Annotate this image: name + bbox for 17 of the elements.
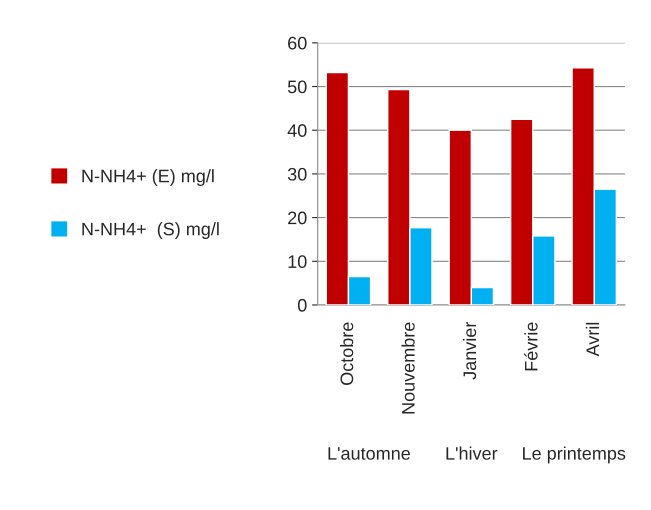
y-tick-label: 60 (288, 36, 307, 50)
text: L'hiver (446, 446, 498, 460)
y-tick-label: 20 (288, 212, 307, 224)
text: Le printemps (523, 446, 626, 464)
y-tick-label: 40 (288, 124, 307, 137)
x-tick-label: Octobre (340, 322, 354, 386)
legend-label: N-NH4+ (E) mg/l (82, 169, 214, 186)
y-tick-label: 10 (288, 255, 307, 268)
text: L'automne (328, 447, 410, 460)
y-tick-label: 0 (298, 298, 307, 312)
x-tick-label: Janvier (462, 322, 476, 380)
x-tick-label: Avril (586, 322, 599, 356)
y-tick-label: 30 (288, 168, 307, 181)
legend-label: N-NH4+ (S) mg/l (82, 222, 219, 239)
x-tick-label: Nouvembre (401, 322, 415, 414)
x-tick-label: Févrie (524, 322, 538, 370)
y-tick-label: 50 (288, 80, 307, 94)
